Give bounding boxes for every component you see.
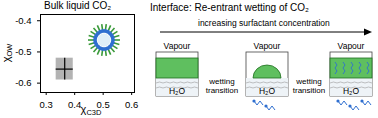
svg-text:χC3D: χC3D (81, 103, 102, 117)
html-text:Bulk liquid CO₂: Bulk liquid CO₂ (44, 0, 112, 11)
svg-text:0.4: 0.4 (68, 99, 81, 110)
svg-text:-0.4: -0.4 (15, 15, 31, 26)
svg-text:χOW: χOW (0, 43, 14, 63)
svg-text:0.3: 0.3 (40, 99, 53, 110)
svg-text:-0.5: -0.5 (15, 46, 31, 57)
svg-text:Interface: Re-entrant wetting: Interface: Re-entrant wetting of CO₂ (150, 2, 309, 13)
svg-text:transition: transition (206, 86, 238, 95)
svg-text:H₂O: H₂O (169, 86, 185, 96)
svg-text:0.6: 0.6 (125, 99, 138, 110)
svg-text:H₂O: H₂O (343, 86, 359, 96)
svg-text:wetting: wetting (295, 77, 321, 86)
svg-text:0.5: 0.5 (97, 99, 110, 110)
svg-text:Vapour: Vapour (338, 41, 365, 51)
svg-text:-0.6: -0.6 (15, 77, 31, 88)
svg-text:wetting: wetting (208, 77, 234, 86)
svg-text:Vapour: Vapour (164, 41, 191, 51)
svg-text:transition: transition (293, 86, 325, 95)
svg-text:increasing surfactant concentr: increasing surfactant concentration (198, 18, 330, 28)
svg-text:H₂O: H₂O (259, 86, 275, 96)
svg-text:Vapour: Vapour (254, 41, 281, 51)
